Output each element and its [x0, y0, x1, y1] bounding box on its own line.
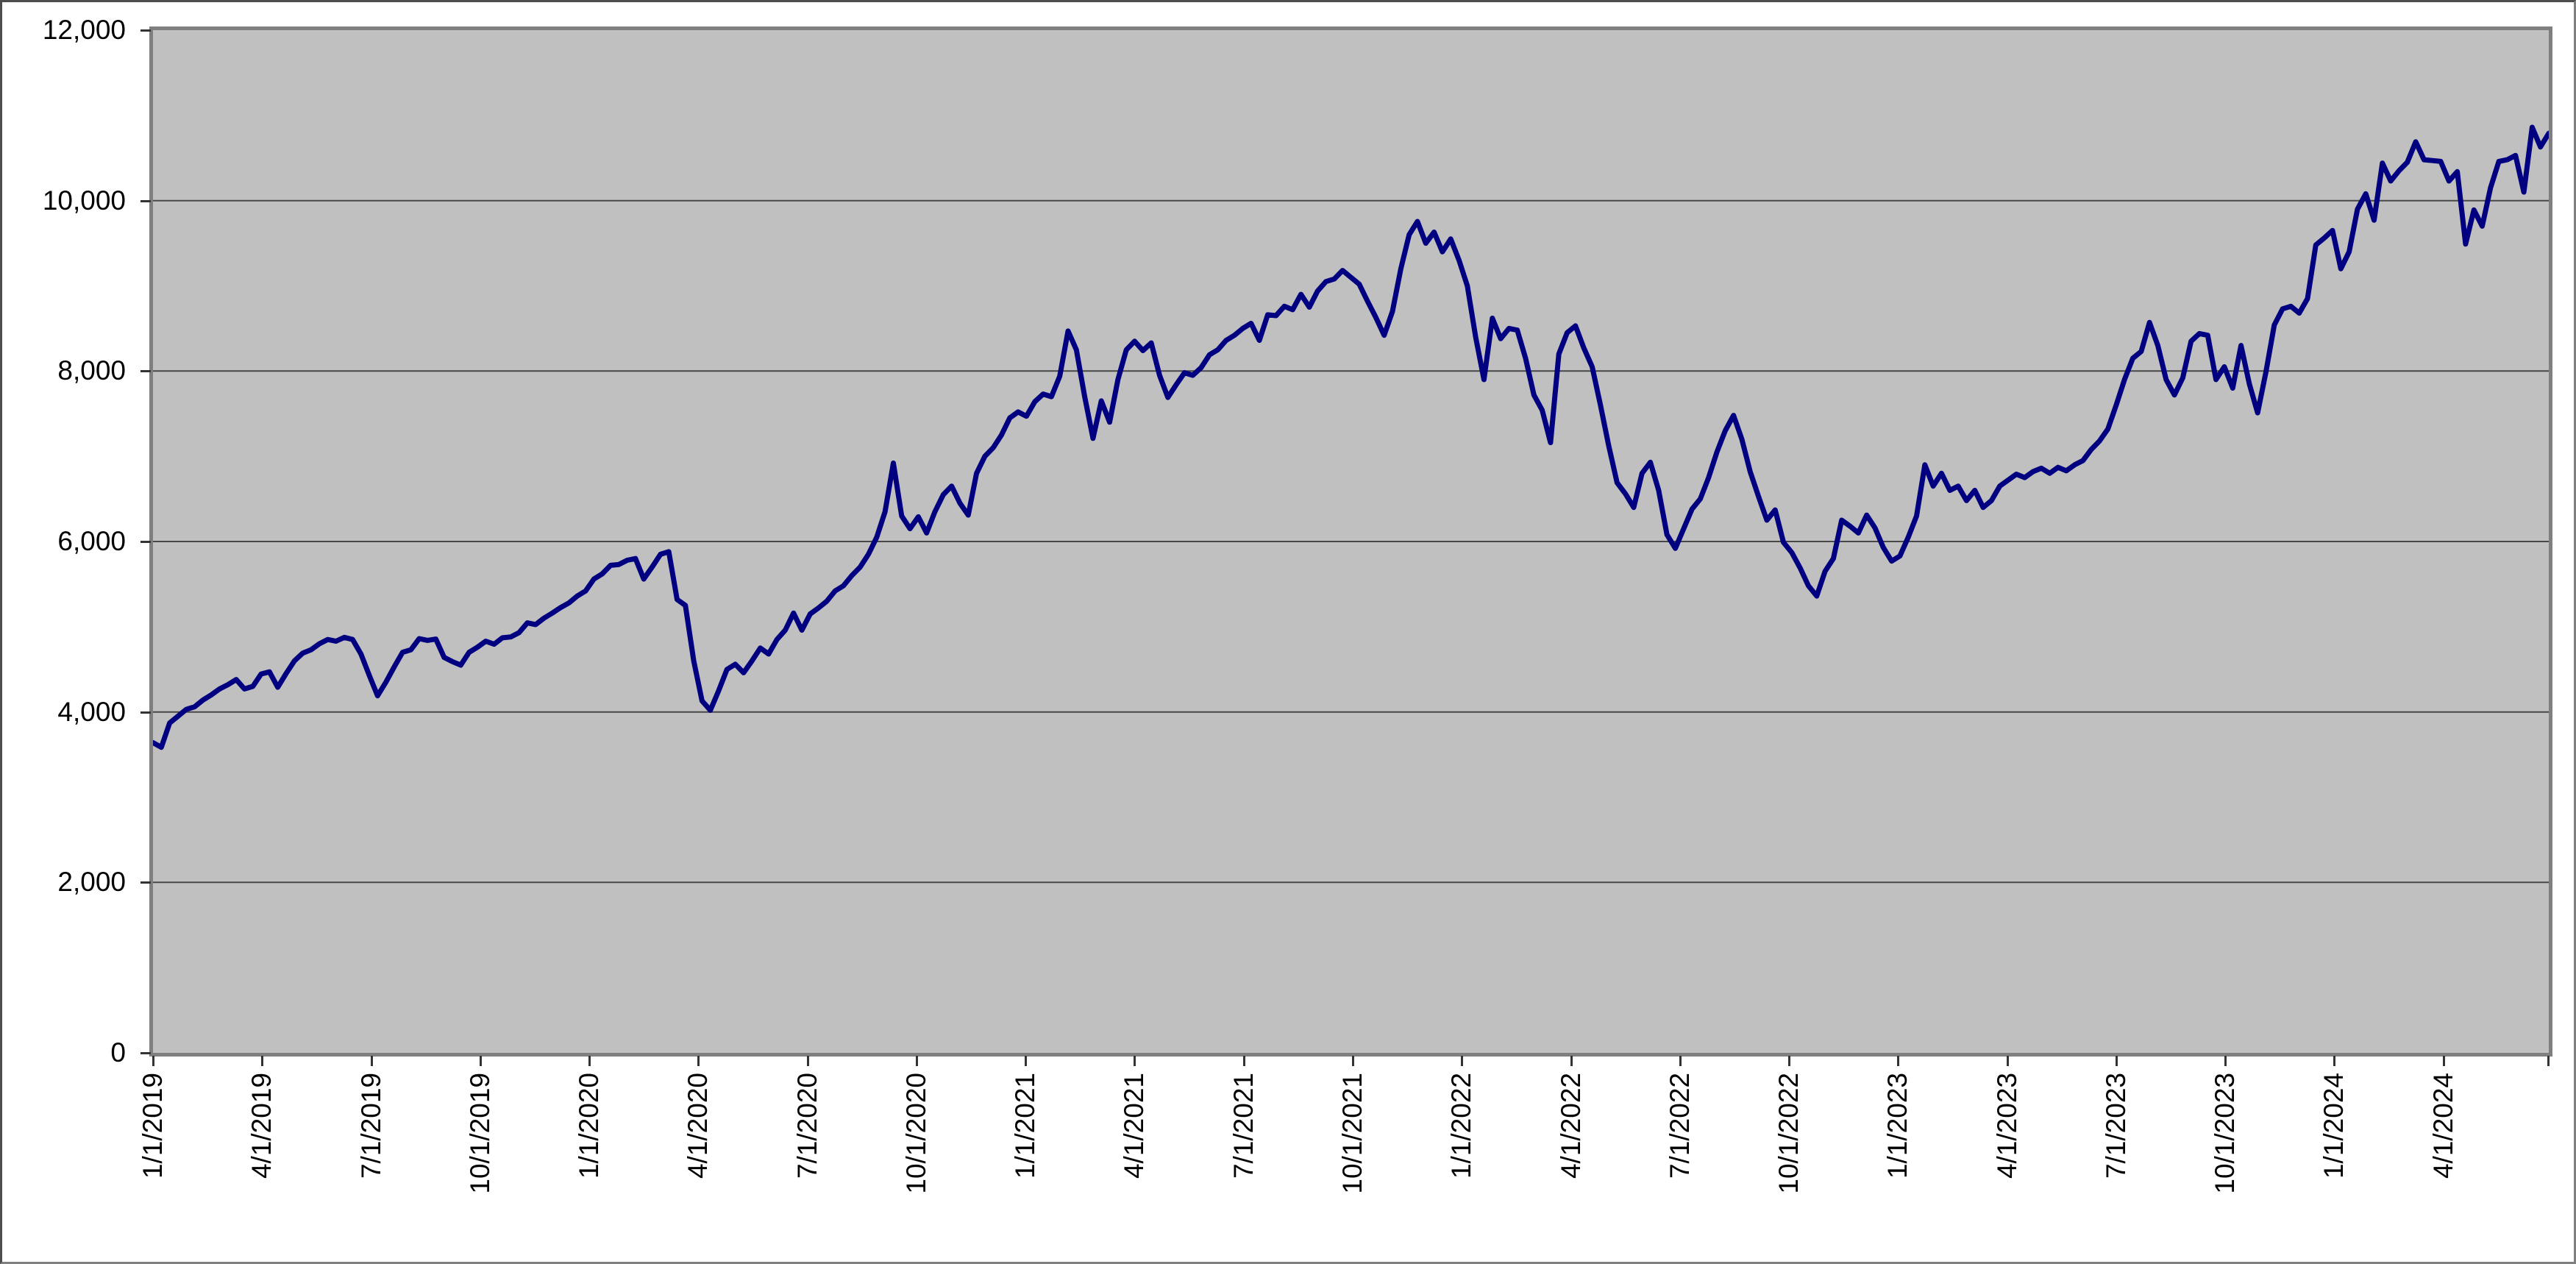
x-tick-label: 1/1/2022 [1446, 1073, 1477, 1179]
x-tick-mark [1351, 1056, 1354, 1066]
x-tick-label: 10/1/2021 [1337, 1073, 1367, 1194]
y-tick-label: 4,000 [57, 696, 126, 727]
x-tick-label: 7/1/2021 [1228, 1073, 1259, 1179]
x-tick-mark [1461, 1056, 1464, 1066]
x-tick-label: 4/1/2019 [246, 1073, 277, 1179]
y-tick-label: 2,000 [57, 867, 126, 898]
x-tick-mark [915, 1056, 918, 1066]
x-tick-label: 4/1/2024 [2427, 1073, 2458, 1179]
x-tick-mark [2224, 1056, 2227, 1066]
y-tick-label: 8,000 [57, 355, 126, 386]
x-tick-mark [1134, 1056, 1136, 1066]
x-tick-label: 4/1/2020 [683, 1073, 714, 1179]
x-tick-mark [370, 1056, 373, 1066]
x-tick-label: 4/1/2023 [1991, 1073, 2022, 1179]
x-tick-mark [697, 1056, 700, 1066]
x-tick-mark [806, 1056, 809, 1066]
x-tick-mark [2115, 1056, 2118, 1066]
x-tick-label: 10/1/2019 [464, 1073, 495, 1194]
x-tick-mark [1788, 1056, 1791, 1066]
x-tick-mark [479, 1056, 482, 1066]
y-tick-mark [140, 29, 151, 32]
x-tick-label: 1/1/2023 [1882, 1073, 1913, 1179]
y-tick-label: 0 [110, 1037, 126, 1068]
x-tick-label: 1/1/2019 [138, 1073, 168, 1179]
y-tick-mark [140, 370, 151, 373]
plot-area [149, 26, 2552, 1057]
y-tick-mark [140, 1052, 151, 1054]
y-tick-mark [140, 881, 151, 884]
x-tick-mark [1679, 1056, 1682, 1066]
y-tick-mark [140, 199, 151, 202]
line-chart-svg [153, 124, 2549, 884]
x-tick-mark [1025, 1056, 1028, 1066]
x-tick-label: 7/1/2023 [2100, 1073, 2131, 1179]
y-tick-mark [140, 711, 151, 714]
price-line-series [153, 124, 2549, 750]
x-tick-mark [1570, 1056, 1573, 1066]
y-tick-label: 10,000 [42, 185, 126, 216]
x-tick-label: 10/1/2023 [2210, 1073, 2241, 1194]
x-tick-label: 1/1/2021 [1010, 1073, 1041, 1179]
x-tick-mark [2006, 1056, 2009, 1066]
x-tick-label: 4/1/2021 [1119, 1073, 1150, 1179]
x-tick-mark [588, 1056, 591, 1066]
x-tick-label: 7/1/2019 [355, 1073, 386, 1179]
x-tick-label: 10/1/2022 [1773, 1073, 1804, 1194]
x-tick-mark [261, 1056, 264, 1066]
x-tick-mark [2333, 1056, 2336, 1066]
y-tick-label: 6,000 [57, 526, 126, 556]
x-tick-mark [1897, 1056, 1900, 1066]
x-tick-label: 1/1/2024 [2319, 1073, 2349, 1179]
y-tick-label: 12,000 [42, 15, 126, 45]
x-tick-label: 1/1/2020 [574, 1073, 605, 1179]
x-tick-label: 7/1/2022 [1664, 1073, 1695, 1179]
x-tick-label: 7/1/2020 [791, 1073, 822, 1179]
x-tick-mark [152, 1056, 154, 1066]
x-tick-label: 10/1/2020 [900, 1073, 931, 1194]
x-tick-mark [2442, 1056, 2445, 1066]
x-tick-mark [1242, 1056, 1245, 1066]
y-tick-mark [140, 541, 151, 543]
x-axis-end-tick-mark [2547, 1056, 2550, 1066]
x-tick-label: 4/1/2022 [1555, 1073, 1586, 1179]
